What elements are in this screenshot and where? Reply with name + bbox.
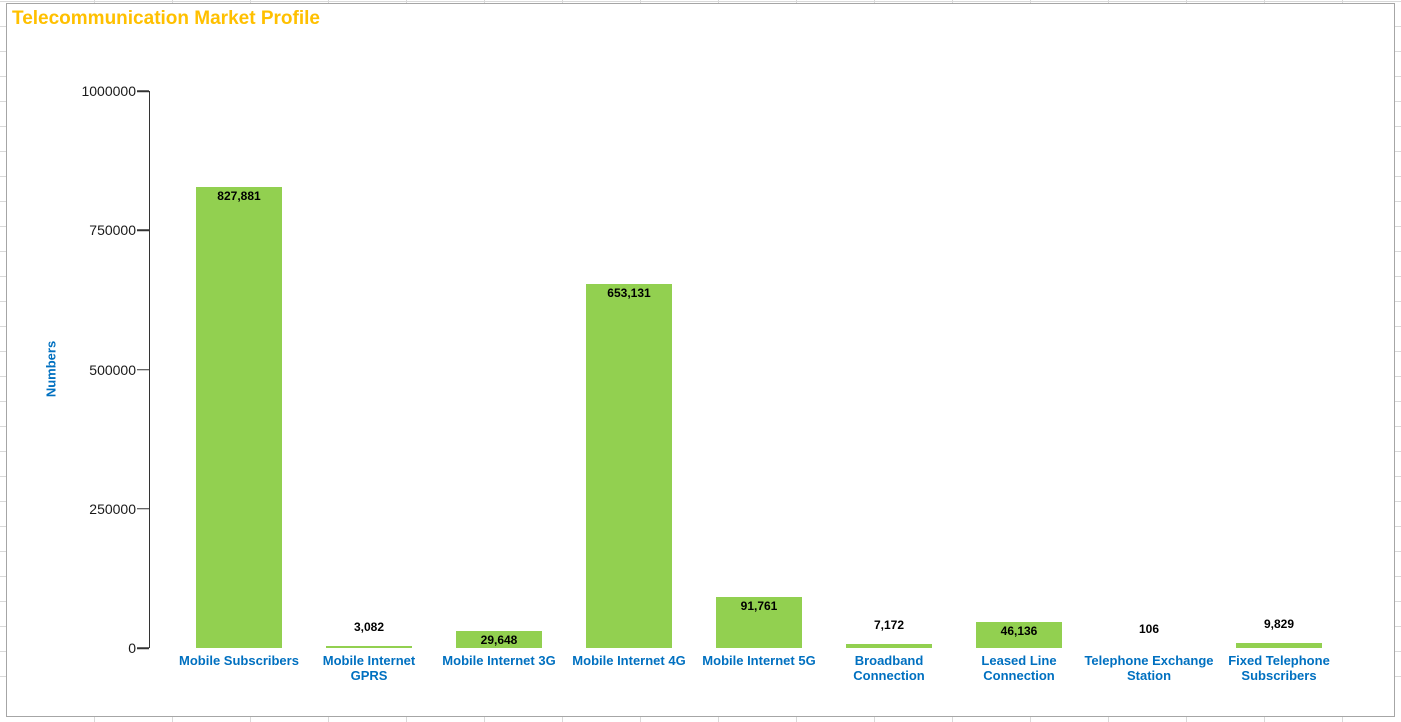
- bar-value-label: 46,136: [1000, 624, 1038, 638]
- y-tick-label: 0: [128, 640, 136, 656]
- category-label: Mobile Internet 3G: [442, 653, 556, 668]
- bar-value-label: 106: [1138, 622, 1160, 636]
- y-tick-label: 750000: [89, 222, 136, 239]
- bar[interactable]: [456, 631, 542, 648]
- tick-mark: [137, 647, 149, 649]
- bar-slot: 9,829 Fixed Telephone Subscribers: [1214, 91, 1344, 684]
- bar[interactable]: [326, 646, 412, 648]
- bar-slot: 106 Telephone Exchange Station: [1084, 91, 1214, 684]
- y-tick-label: 500000: [89, 361, 136, 378]
- category-label: Mobile Internet GPRS: [322, 653, 416, 683]
- bar-slot: 7,172 Broadband Connection: [824, 91, 954, 683]
- y-axis-title: Numbers: [43, 340, 59, 398]
- bar-value-label: 653,131: [607, 286, 651, 300]
- bar[interactable]: [196, 187, 282, 648]
- bar-series: 827,881 Mobile Subscribers 3,082 Mobile Int…: [174, 91, 1344, 684]
- bar[interactable]: [716, 597, 802, 648]
- category-label: Mobile Internet 4G: [572, 653, 686, 668]
- y-tick-label: 250000: [89, 500, 136, 517]
- tick-mark: [137, 90, 149, 92]
- tick-mark: [137, 229, 149, 231]
- bar-slot: 91,761 Mobile Internet 5G: [694, 91, 824, 668]
- category-label: Broadband Connection: [853, 653, 925, 683]
- category-label: Mobile Subscribers: [179, 653, 299, 668]
- bar-slot: 827,881 Mobile Subscribers: [174, 91, 304, 668]
- bar[interactable]: [586, 284, 672, 648]
- category-label: Telephone Exchange Station: [1084, 653, 1214, 683]
- bar-value-label: 9,829: [1263, 617, 1295, 631]
- bar-value-label: 3,082: [353, 620, 385, 634]
- plot-area: 1000000 750000 500000 250000 0 827,881 Mo…: [81, 83, 1394, 684]
- bar-value-label: 91,761: [740, 599, 778, 613]
- tick-mark: [137, 508, 149, 510]
- bar[interactable]: [1236, 643, 1322, 648]
- chart-title: Telecommunication Market Profile: [12, 8, 320, 29]
- y-tick-label: 1000000: [81, 83, 136, 99]
- bar-slot: 46,136 Leased Line Connection: [954, 91, 1084, 683]
- category-label: Fixed Telephone Subscribers: [1228, 653, 1330, 683]
- tick-mark: [137, 368, 149, 371]
- category-label: Leased Line Connection: [981, 653, 1057, 683]
- bar-value-label: 7,172: [873, 618, 905, 632]
- bar-value-label: 827,881: [217, 189, 261, 203]
- bar-value-label: 29,648: [480, 633, 518, 647]
- bar-slot: 653,131 Mobile Internet 4G: [564, 91, 694, 668]
- bar[interactable]: [846, 644, 932, 648]
- category-label: Mobile Internet 5G: [702, 653, 816, 668]
- bar-slot: 3,082 Mobile Internet GPRS: [304, 91, 434, 684]
- chart-object[interactable]: Telecommunication Market Profile Numbers…: [6, 3, 1395, 717]
- bar[interactable]: [976, 622, 1062, 648]
- bar-slot: 29,648 Mobile Internet 3G: [434, 91, 564, 668]
